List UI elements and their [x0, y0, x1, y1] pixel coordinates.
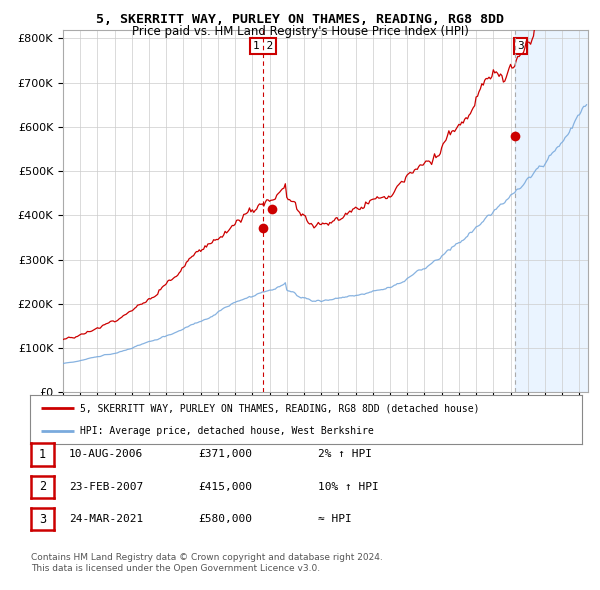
Text: HPI: Average price, detached house, West Berkshire: HPI: Average price, detached house, West…: [80, 425, 373, 435]
Text: 23-FEB-2007: 23-FEB-2007: [69, 482, 143, 491]
Text: 5, SKERRITT WAY, PURLEY ON THAMES, READING, RG8 8DD (detached house): 5, SKERRITT WAY, PURLEY ON THAMES, READI…: [80, 404, 479, 414]
Text: £371,000: £371,000: [198, 450, 252, 459]
Text: 10-AUG-2006: 10-AUG-2006: [69, 450, 143, 459]
Text: 2% ↑ HPI: 2% ↑ HPI: [318, 450, 372, 459]
Text: 3: 3: [517, 41, 524, 51]
Text: This data is licensed under the Open Government Licence v3.0.: This data is licensed under the Open Gov…: [31, 565, 320, 573]
Text: 1 2: 1 2: [253, 41, 273, 51]
Text: £415,000: £415,000: [198, 482, 252, 491]
Text: Contains HM Land Registry data © Crown copyright and database right 2024.: Contains HM Land Registry data © Crown c…: [31, 553, 383, 562]
Text: Price paid vs. HM Land Registry's House Price Index (HPI): Price paid vs. HM Land Registry's House …: [131, 25, 469, 38]
Text: 24-MAR-2021: 24-MAR-2021: [69, 514, 143, 524]
Text: 5, SKERRITT WAY, PURLEY ON THAMES, READING, RG8 8DD: 5, SKERRITT WAY, PURLEY ON THAMES, READI…: [96, 13, 504, 26]
Bar: [515, 30, 600, 392]
Text: £580,000: £580,000: [198, 514, 252, 524]
Text: 10% ↑ HPI: 10% ↑ HPI: [318, 482, 379, 491]
Text: 1: 1: [39, 448, 46, 461]
Text: 3: 3: [39, 513, 46, 526]
Text: 2: 2: [39, 480, 46, 493]
Text: ≈ HPI: ≈ HPI: [318, 514, 352, 524]
